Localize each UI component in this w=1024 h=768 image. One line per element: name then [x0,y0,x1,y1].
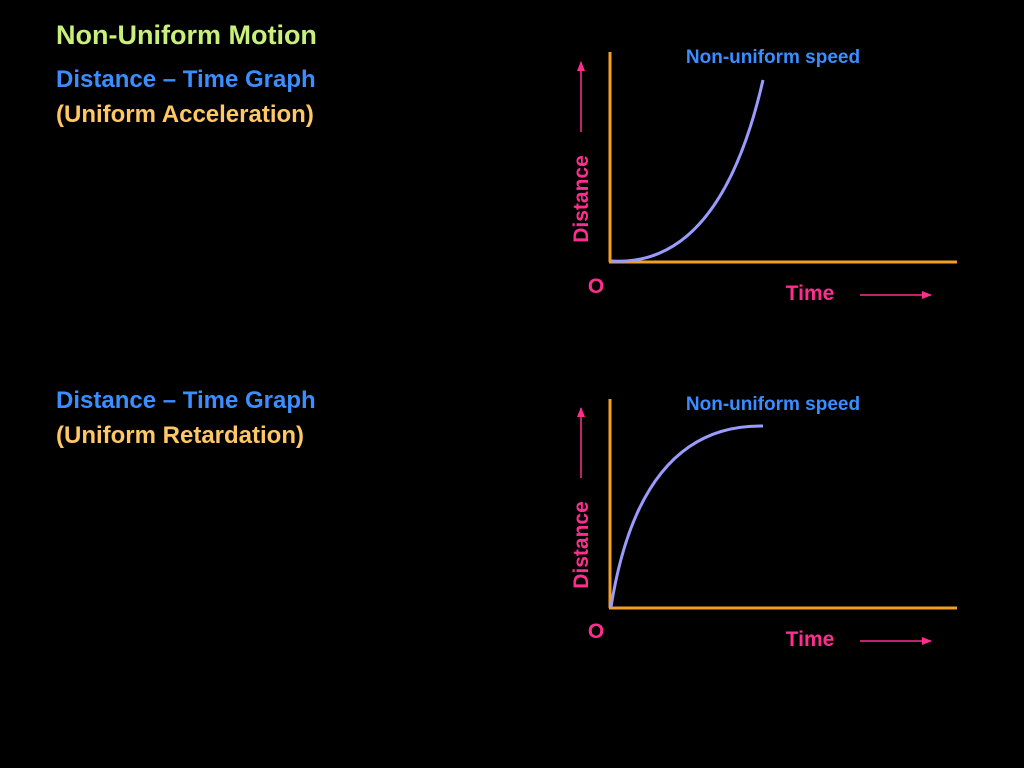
graph-1-origin-label: O [588,275,604,298]
graph-2-y-label: Distance [570,501,593,589]
graph-2-x-label: Time [786,628,835,651]
graph-2-curve [609,424,764,608]
graph-1-x-label: Time [786,282,835,305]
graph-2-curve-label: Non-uniform speed [686,394,860,415]
graph-1-curve [610,79,765,263]
graph-2-origin-label: O [588,620,604,643]
graph-1-y-label: Distance [570,155,593,243]
section-1-heading: Distance – Time Graph [56,66,316,93]
graph-acceleration: Non-uniform speed Distance O Time [570,47,957,305]
graph-retardation: Non-uniform speed Distance O Time [570,394,957,651]
graph-1-curve-label: Non-uniform speed [686,47,860,68]
slide-title: Non-Uniform Motion [56,20,317,50]
section-2-heading: Distance – Time Graph [56,387,316,414]
section-1-subheading: (Uniform Acceleration) [56,101,314,128]
section-2-subheading: (Uniform Retardation) [56,422,304,449]
